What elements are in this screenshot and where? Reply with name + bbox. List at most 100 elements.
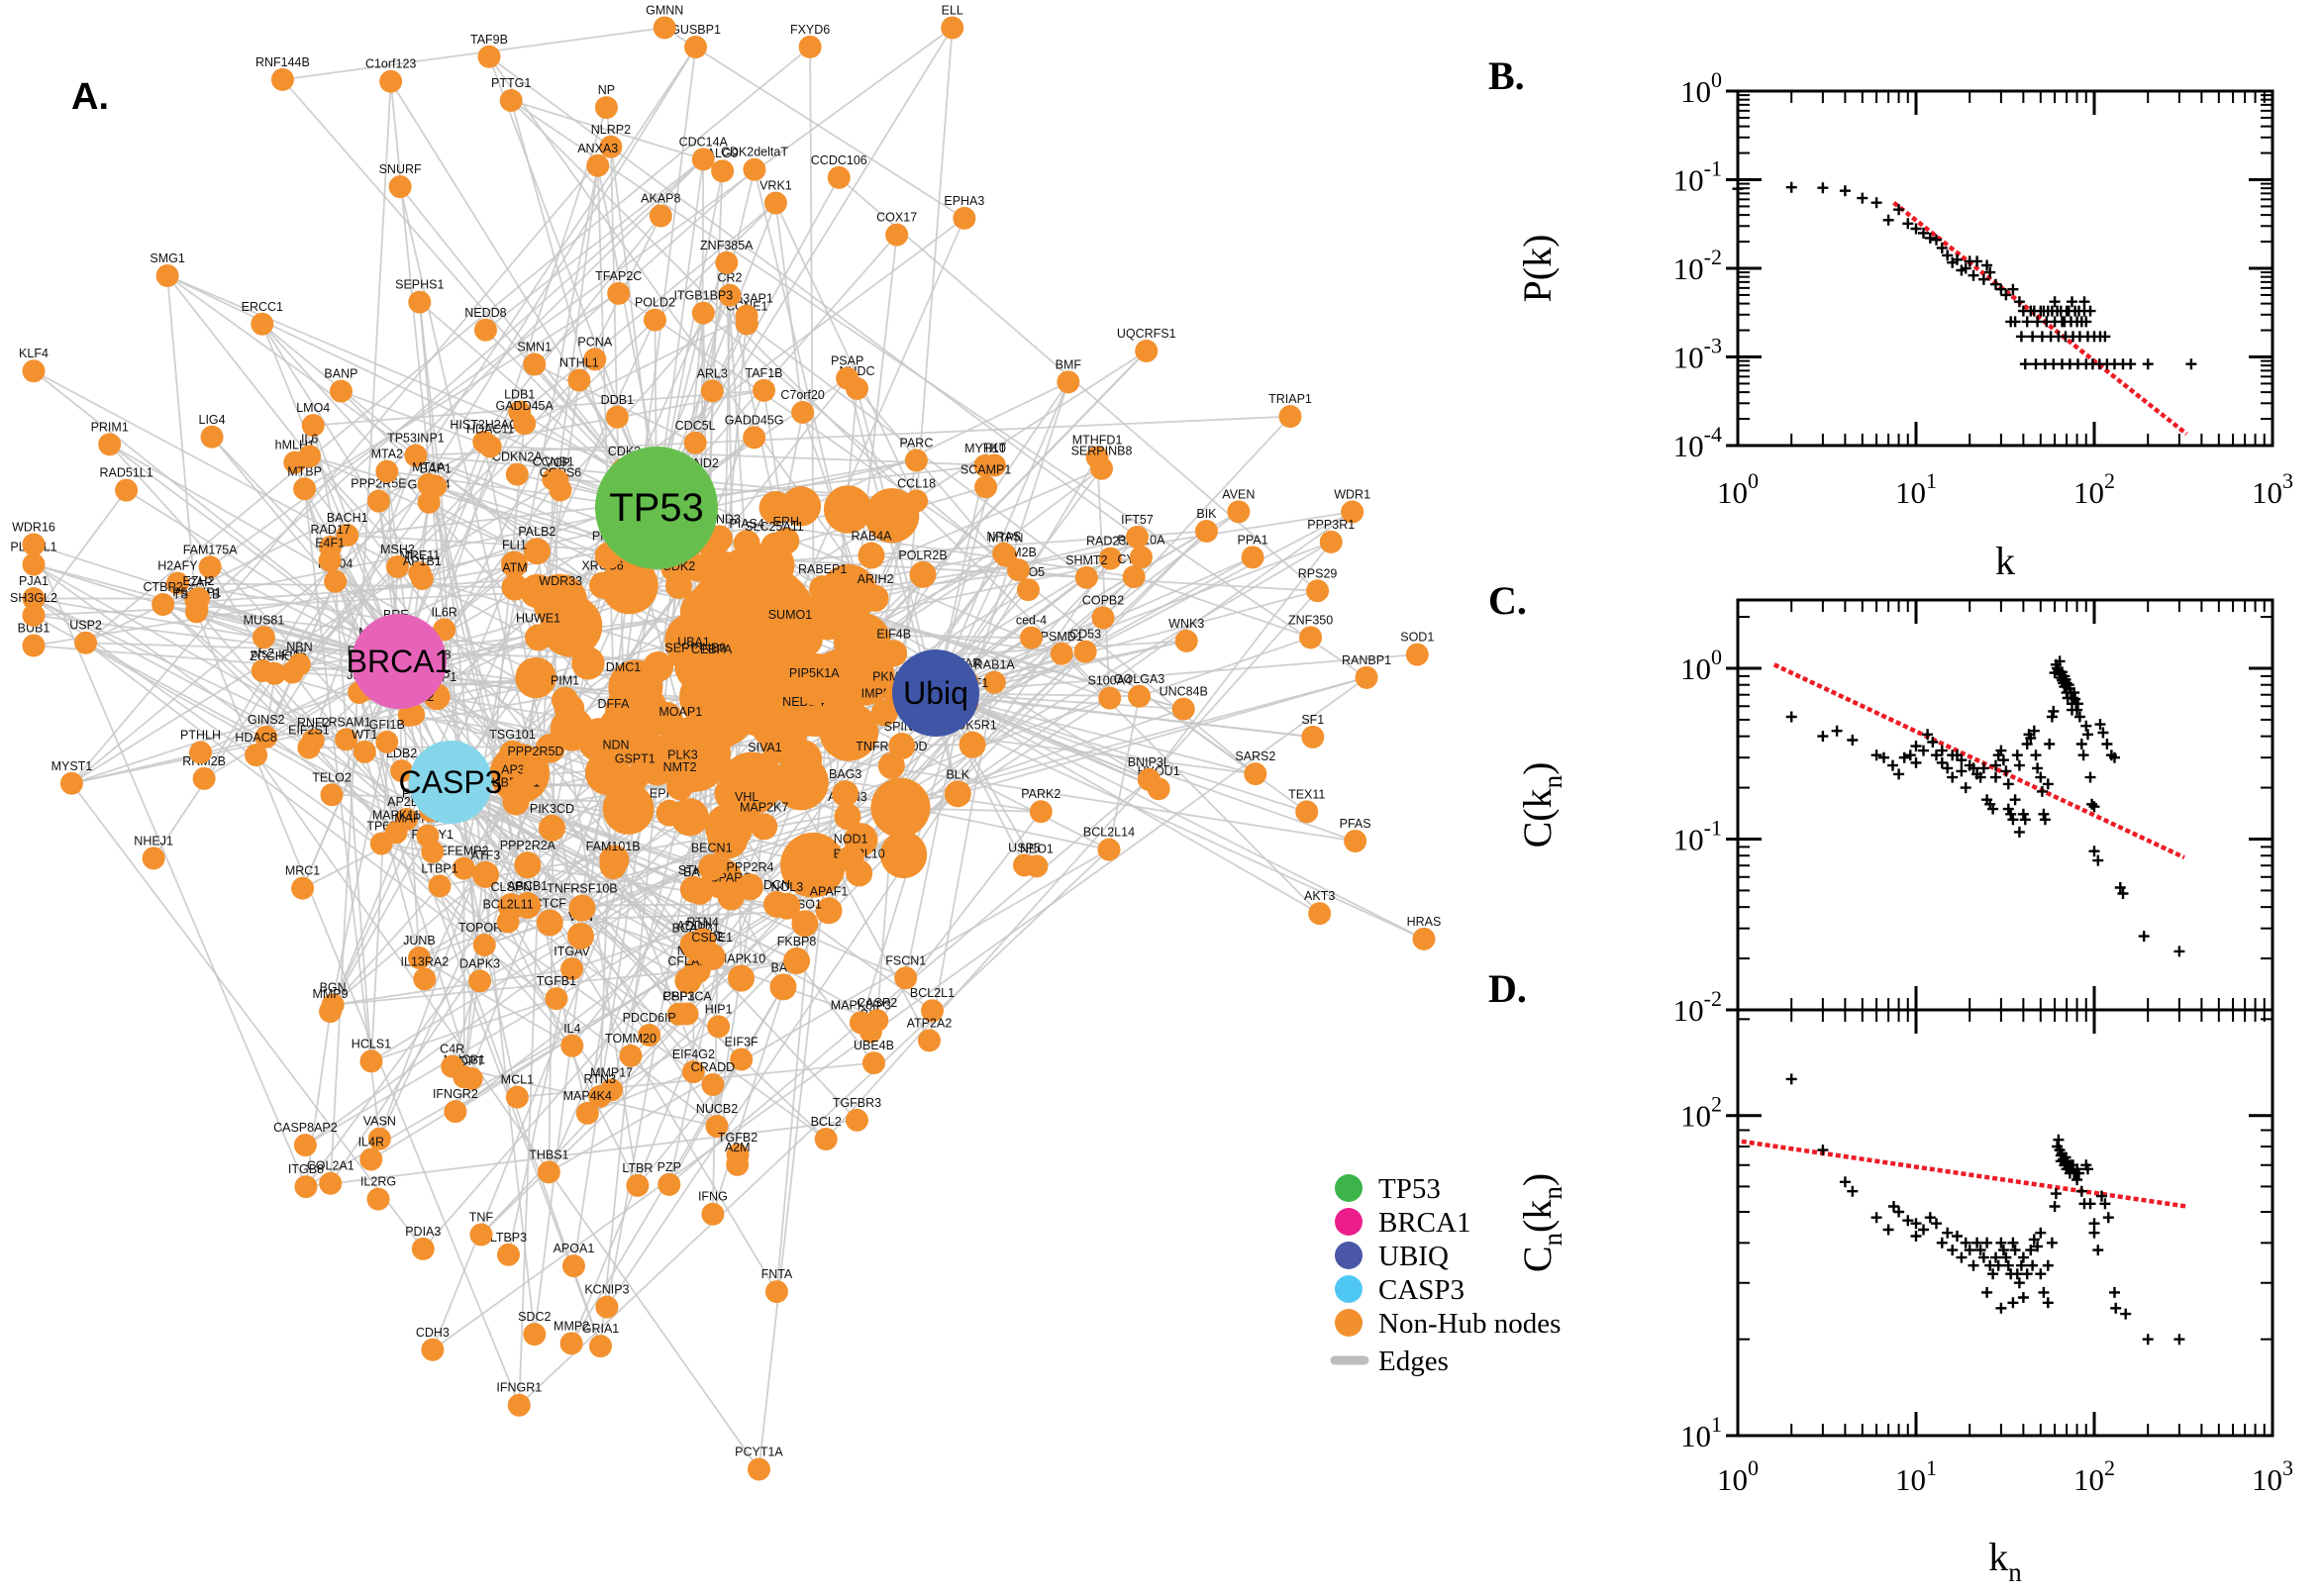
network-node — [200, 425, 224, 449]
network-node-label: IFNG — [698, 1190, 728, 1204]
network-node — [1295, 800, 1319, 824]
tick-exponent: -3 — [1704, 334, 1722, 358]
network-node — [478, 435, 502, 458]
network-node — [728, 964, 756, 992]
network-node — [747, 1457, 770, 1481]
network-node-label: NDN — [602, 738, 629, 751]
hub-node-tp53 — [595, 447, 718, 569]
network-node-label: POLD2 — [635, 296, 675, 310]
network-node — [514, 891, 542, 919]
network-edge — [484, 158, 704, 332]
network-node-label: IL6R — [431, 605, 456, 619]
network-node — [522, 757, 550, 785]
network-node-label: MTHFD1 — [1072, 433, 1123, 447]
network-node-label: SMN1 — [517, 341, 552, 354]
network-edge — [332, 801, 517, 1006]
network-node — [505, 1085, 529, 1109]
network-node-label: CLSPN — [490, 880, 532, 894]
network-node — [471, 860, 499, 888]
network-node-label: MMP17 — [590, 1065, 633, 1079]
network-node-label: APOA1 — [554, 1242, 595, 1255]
x-tick-label: 103 — [2252, 1455, 2293, 1497]
network-node-label: PZP — [657, 1160, 681, 1174]
network-node-label: GRIA1 — [582, 1322, 620, 1336]
network-edge — [70, 146, 612, 784]
y-tick-label: 10-4 — [1673, 422, 1722, 463]
network-node-label: C1orf123 — [365, 57, 416, 71]
network-graph-panel: TCAPIFI204NHEJ1PRIM1TP53INP1H2AFYSMG1P53… — [10, 4, 1441, 1481]
network-edge — [109, 444, 400, 662]
x-tick-label: 103 — [2252, 468, 2293, 510]
network-node-label: RAD17 — [311, 523, 351, 537]
network-node — [1405, 643, 1429, 666]
network-node-label: RAB1A — [974, 658, 1016, 672]
network-node — [98, 433, 122, 456]
x-axis-title: kn — [1988, 1535, 2022, 1587]
network-edge — [1084, 511, 1354, 652]
legend-item-label: Edges — [1378, 1346, 1449, 1377]
network-node-label: IL6 — [301, 432, 318, 446]
network-node — [1050, 642, 1073, 665]
hub-node-label: TP53 — [609, 486, 704, 530]
network-edge — [305, 944, 485, 1188]
network-node — [384, 821, 408, 845]
network-node-label: GADD45G — [725, 413, 784, 427]
network-edge — [935, 692, 1321, 915]
network-node-label: SERPINB9 — [664, 641, 726, 654]
network-node-label: PDCD6IP — [623, 1011, 676, 1025]
network-node — [1091, 606, 1115, 630]
network-node — [568, 894, 596, 922]
network-edge — [450, 781, 704, 943]
network-node-label: AKAP8 — [641, 191, 680, 205]
network-node — [1098, 686, 1122, 710]
network-edge — [935, 692, 1307, 813]
network-node — [1098, 547, 1122, 570]
network-node — [657, 1172, 681, 1196]
network-node-label: MTBP — [287, 464, 322, 478]
network-node-label: PRIM1 — [91, 420, 129, 434]
network-node — [297, 736, 321, 759]
network-node — [1073, 640, 1097, 663]
core-node — [823, 485, 872, 534]
network-node — [301, 414, 325, 438]
network-node-label: SF1 — [1301, 713, 1324, 727]
network-node — [877, 751, 905, 779]
axis-title-segment: n — [2008, 1557, 2022, 1587]
network-node-label: GINS2 — [248, 713, 285, 727]
network-node — [408, 290, 432, 314]
network-edge — [313, 389, 764, 427]
network-node-label: NTHL1 — [559, 355, 599, 369]
network-node-label: GOLGA3 — [1114, 672, 1164, 686]
tick-exponent: 0 — [1711, 67, 1722, 92]
network-node — [944, 780, 971, 808]
network-node-label: ANXA3 — [577, 142, 618, 155]
network-node-label: DPT — [459, 1054, 484, 1068]
network-node — [441, 1054, 464, 1078]
core-node — [602, 783, 655, 835]
network-node — [513, 412, 537, 436]
network-node — [388, 175, 412, 199]
network-node — [537, 1160, 560, 1184]
network-node — [560, 957, 584, 981]
network-node — [22, 603, 46, 627]
network-node — [599, 135, 623, 158]
network-node — [251, 312, 274, 336]
network-node — [59, 771, 83, 795]
y-tick-label: 10-3 — [1673, 334, 1722, 375]
legend-item-label: UBIQ — [1378, 1241, 1449, 1272]
tick-base: 10 — [1673, 251, 1704, 286]
panel-b-label: B. — [1488, 53, 1525, 98]
network-node — [885, 223, 909, 247]
axis-title-segment: ) — [1515, 762, 1560, 775]
network-node — [335, 728, 358, 751]
network-node — [367, 1127, 391, 1150]
network-edge — [126, 489, 400, 662]
network-node — [941, 16, 964, 40]
network-node — [656, 799, 683, 827]
network-node-label: PPP3R1 — [1307, 518, 1355, 532]
network-edge — [408, 411, 521, 662]
network-node — [468, 969, 492, 993]
network-node-label: PARC — [900, 437, 934, 450]
